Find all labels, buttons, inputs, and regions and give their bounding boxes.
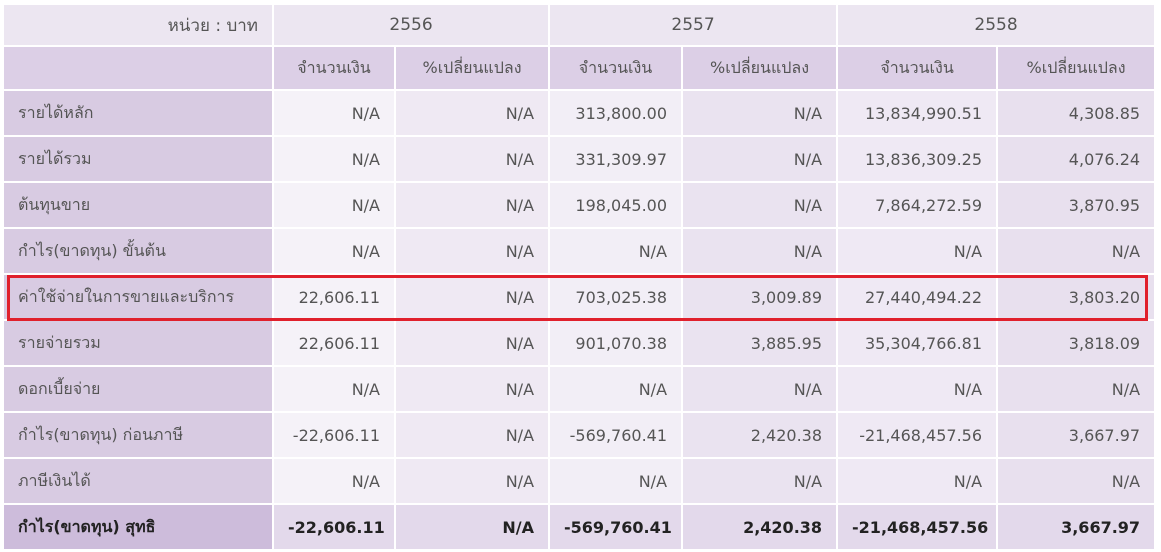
change-cell: 3,885.95 bbox=[683, 321, 839, 367]
sub-header-amount: จำนวนเงิน bbox=[550, 47, 684, 91]
table-row: ภาษีเงินได้ N/A N/A N/A N/A N/A N/A bbox=[4, 459, 1157, 505]
row-label: รายได้รวม bbox=[4, 137, 274, 183]
change-cell: N/A bbox=[396, 275, 551, 321]
sub-header-change: %เปลี่ยนแปลง bbox=[396, 47, 551, 91]
change-cell: N/A bbox=[683, 367, 839, 413]
amount-cell: 35,304,766.81 bbox=[838, 321, 999, 367]
amount-cell: 13,834,990.51 bbox=[838, 91, 999, 137]
amount-cell: 7,864,272.59 bbox=[838, 183, 999, 229]
unit-label: หน่วย : บาท bbox=[4, 5, 274, 47]
row-label: รายได้หลัก bbox=[4, 91, 274, 137]
amount-cell: -569,760.41 bbox=[550, 505, 684, 551]
change-cell: N/A bbox=[683, 229, 839, 275]
sub-header-row: จำนวนเงิน %เปลี่ยนแปลง จำนวนเงิน %เปลี่ย… bbox=[4, 47, 1157, 91]
amount-cell: N/A bbox=[274, 229, 396, 275]
sub-header-amount: จำนวนเงิน bbox=[838, 47, 999, 91]
sub-header-change: %เปลี่ยนแปลง bbox=[683, 47, 839, 91]
amount-cell: N/A bbox=[838, 229, 999, 275]
year-header-2556: 2556 bbox=[274, 5, 551, 47]
change-cell: N/A bbox=[396, 229, 551, 275]
change-cell: N/A bbox=[998, 459, 1157, 505]
amount-cell: 22,606.11 bbox=[274, 275, 396, 321]
row-label: กำไร(ขาดทุน) ก่อนภาษี bbox=[4, 413, 274, 459]
row-label: ภาษีเงินได้ bbox=[4, 459, 274, 505]
change-cell: 4,076.24 bbox=[998, 137, 1157, 183]
change-cell: N/A bbox=[998, 367, 1157, 413]
amount-cell: N/A bbox=[838, 459, 999, 505]
amount-cell: N/A bbox=[838, 367, 999, 413]
row-label: รายจ่ายรวม bbox=[4, 321, 274, 367]
change-cell: 3,667.97 bbox=[998, 413, 1157, 459]
amount-cell: N/A bbox=[550, 367, 684, 413]
amount-cell: N/A bbox=[274, 137, 396, 183]
table-row: ต้นทุนขาย N/A N/A 198,045.00 N/A 7,864,272.59… bbox=[4, 183, 1157, 229]
change-cell: N/A bbox=[396, 183, 551, 229]
change-cell: N/A bbox=[396, 413, 551, 459]
amount-cell: -21,468,457.56 bbox=[838, 413, 999, 459]
amount-cell: 198,045.00 bbox=[550, 183, 684, 229]
change-cell: 4,308.85 bbox=[998, 91, 1157, 137]
change-cell: N/A bbox=[396, 459, 551, 505]
table-row: กำไร(ขาดทุน) ก่อนภาษี -22,606.11 N/A -569,7… bbox=[4, 413, 1157, 459]
change-cell: 3,870.95 bbox=[998, 183, 1157, 229]
table-row: ดอกเบี้ยจ่าย N/A N/A N/A N/A N/A N/A bbox=[4, 367, 1157, 413]
change-cell: N/A bbox=[683, 137, 839, 183]
sub-header-blank bbox=[4, 47, 274, 91]
change-cell: N/A bbox=[396, 367, 551, 413]
change-cell: N/A bbox=[998, 229, 1157, 275]
change-cell: N/A bbox=[683, 183, 839, 229]
total-row: กำไร(ขาดทุน) สุทธิ -22,606.11 N/A -569,760.… bbox=[4, 505, 1157, 551]
amount-cell: N/A bbox=[550, 459, 684, 505]
row-label: กำไร(ขาดทุน) สุทธิ bbox=[4, 505, 274, 551]
change-cell: 2,420.38 bbox=[683, 505, 839, 551]
change-cell: 3,803.20 bbox=[998, 275, 1157, 321]
change-cell: N/A bbox=[396, 321, 551, 367]
amount-cell: -22,606.11 bbox=[274, 413, 396, 459]
amount-cell: N/A bbox=[550, 229, 684, 275]
amount-cell: N/A bbox=[274, 183, 396, 229]
amount-cell: N/A bbox=[274, 367, 396, 413]
table-row: รายได้หลัก N/A N/A 313,800.00 N/A 13,834,990.… bbox=[4, 91, 1157, 137]
change-cell: 3,009.89 bbox=[683, 275, 839, 321]
sub-header-amount: จำนวนเงิน bbox=[274, 47, 396, 91]
amount-cell: N/A bbox=[274, 91, 396, 137]
year-header-row: หน่วย : บาท 2556 2557 2558 bbox=[4, 5, 1157, 47]
table-row: รายได้รวม N/A N/A 331,309.97 N/A 13,836,309.2… bbox=[4, 137, 1157, 183]
change-cell: N/A bbox=[683, 459, 839, 505]
sub-header-change: %เปลี่ยนแปลง bbox=[998, 47, 1157, 91]
amount-cell: N/A bbox=[274, 459, 396, 505]
amount-cell: -569,760.41 bbox=[550, 413, 684, 459]
year-header-2557: 2557 bbox=[550, 5, 839, 47]
amount-cell: 703,025.38 bbox=[550, 275, 684, 321]
financial-table: หน่วย : บาท 2556 2557 2558 จำนวนเงิน %เป… bbox=[4, 5, 1157, 551]
change-cell: 3,818.09 bbox=[998, 321, 1157, 367]
amount-cell: -22,606.11 bbox=[274, 505, 396, 551]
row-label: ต้นทุนขาย bbox=[4, 183, 274, 229]
row-label: ค่าใช้จ่ายในการขายและบริการ bbox=[4, 275, 274, 321]
change-cell: N/A bbox=[396, 91, 551, 137]
table-row: รายจ่ายรวม 22,606.11 N/A 901,070.38 3,885.95… bbox=[4, 321, 1157, 367]
change-cell: 3,667.97 bbox=[998, 505, 1157, 551]
amount-cell: 22,606.11 bbox=[274, 321, 396, 367]
amount-cell: 331,309.97 bbox=[550, 137, 684, 183]
year-header-2558: 2558 bbox=[838, 5, 1157, 47]
table-row: กำไร(ขาดทุน) ขั้นต้น N/A N/A N/A N/A N/A N/A bbox=[4, 229, 1157, 275]
amount-cell: 313,800.00 bbox=[550, 91, 684, 137]
amount-cell: 13,836,309.25 bbox=[838, 137, 999, 183]
change-cell: N/A bbox=[396, 137, 551, 183]
amount-cell: -21,468,457.56 bbox=[838, 505, 999, 551]
row-label: ดอกเบี้ยจ่าย bbox=[4, 367, 274, 413]
change-cell: N/A bbox=[683, 91, 839, 137]
change-cell: N/A bbox=[396, 505, 551, 551]
change-cell: 2,420.38 bbox=[683, 413, 839, 459]
row-label: กำไร(ขาดทุน) ขั้นต้น bbox=[4, 229, 274, 275]
amount-cell: 27,440,494.22 bbox=[838, 275, 999, 321]
amount-cell: 901,070.38 bbox=[550, 321, 684, 367]
table-row: ค่าใช้จ่ายในการขายและบริการ 22,606.11 N/A 7… bbox=[4, 275, 1157, 321]
